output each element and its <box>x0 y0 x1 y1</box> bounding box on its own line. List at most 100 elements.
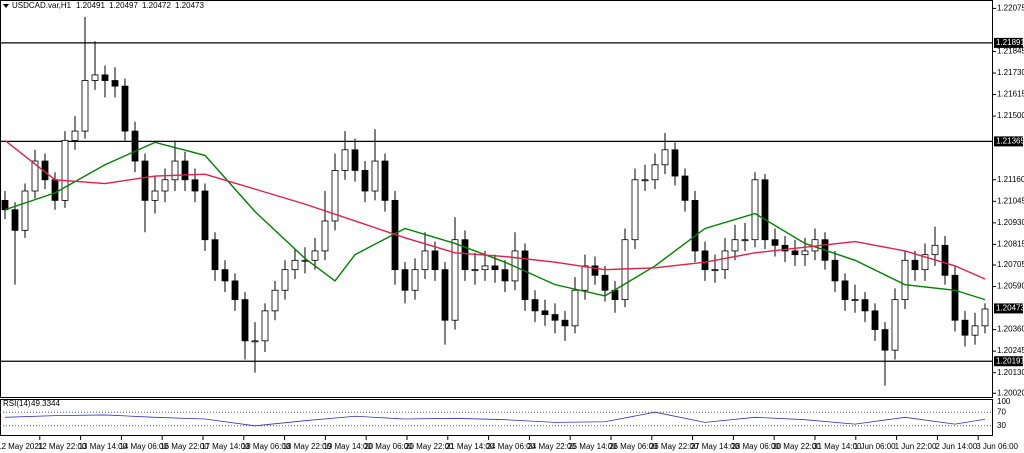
y-tick-label: 1.21845 <box>997 47 1024 56</box>
candle-body <box>941 244 949 276</box>
header-value: 1.20491 <box>76 1 105 10</box>
indicator-tick-label: 70 <box>997 407 1006 416</box>
candle-body <box>241 299 249 342</box>
main-panel <box>0 0 993 398</box>
candle-body <box>161 179 169 192</box>
candle-body <box>801 250 809 256</box>
candle-body <box>381 160 389 201</box>
candle-body <box>591 265 599 276</box>
candle-body <box>931 244 939 256</box>
y-tick-label: 1.20245 <box>997 346 1024 355</box>
level-tag <box>994 356 1023 367</box>
candle-body <box>641 179 649 182</box>
candle-body <box>411 269 419 291</box>
header-value: 1.20472 <box>142 1 171 10</box>
candle-body <box>521 250 529 301</box>
candle-body <box>571 289 579 327</box>
candle-body <box>491 265 499 271</box>
y-tick-label: 1.20930 <box>997 218 1024 227</box>
candle-body <box>501 269 509 282</box>
candle-body <box>741 239 749 242</box>
x-tick-label: 20 May 22:00 <box>405 442 454 451</box>
y-tick-label: 1.20815 <box>997 239 1024 248</box>
candle-body <box>131 130 139 162</box>
level-tag <box>994 37 1023 48</box>
x-tick-label: 19 May 14:00 <box>323 442 372 451</box>
y-tick-label: 1.20130 <box>997 368 1024 377</box>
indicator-title: RSI(14) <box>3 399 31 408</box>
candle-body <box>341 149 349 171</box>
level-label: 1.21365 <box>996 136 1024 145</box>
menu-arrow <box>3 4 9 8</box>
indicator-tick-label: 100 <box>997 397 1011 406</box>
candle-body <box>761 179 769 241</box>
candle-body <box>551 314 559 321</box>
x-tick-label: 18 May 22:00 <box>283 442 332 451</box>
candle-body <box>731 239 739 252</box>
x-tick-label: 26 May 22:00 <box>650 442 699 451</box>
candle-body <box>171 160 179 181</box>
candle-body <box>101 74 109 81</box>
candle-body <box>61 140 69 201</box>
candle-body <box>351 149 359 171</box>
candle-body <box>221 269 229 282</box>
candle-body <box>691 199 699 252</box>
candle-body <box>681 175 689 201</box>
candle-body <box>481 265 489 271</box>
candle-body <box>371 160 379 192</box>
candle-body <box>541 310 549 316</box>
candle-body <box>91 74 99 81</box>
candle-body <box>421 250 429 271</box>
candle-body <box>711 269 719 272</box>
current-price: 1.20473 <box>996 304 1024 313</box>
x-tick-label: 25 May 14:00 <box>568 442 617 451</box>
candle-body <box>971 325 979 336</box>
candle-body <box>471 269 479 272</box>
level-label: 1.21891 <box>996 38 1024 47</box>
x-tick-label: 13 May 14:00 <box>79 442 128 451</box>
candle-body <box>951 274 959 321</box>
candle-body <box>311 250 319 261</box>
candle-body <box>201 190 209 241</box>
candle-body <box>291 259 299 271</box>
x-tick-label: 12 May 2021 <box>0 442 44 451</box>
candle-body <box>861 299 869 312</box>
x-tick-label: 1 Jun 22:00 <box>895 442 937 451</box>
x-tick-label: 12 May 22:00 <box>38 442 87 451</box>
symbol-title: USDCAD.var,H1 <box>12 1 72 10</box>
y-tick-label: 1.22075 <box>997 4 1024 13</box>
y-tick-label: 1.20590 <box>997 282 1024 291</box>
x-tick-label: 16 May 22:00 <box>160 442 209 451</box>
candle-body <box>751 179 759 241</box>
candle-body <box>721 250 729 271</box>
y-tick-label: 1.20705 <box>997 260 1024 269</box>
candle-body <box>601 274 609 291</box>
candle-body <box>461 239 469 271</box>
candle-body <box>581 265 589 291</box>
candle-body <box>891 299 899 351</box>
candle-body <box>271 289 279 312</box>
candle-body <box>141 160 149 201</box>
candle-body <box>911 259 919 271</box>
indicator-value: 49.3344 <box>31 399 60 408</box>
y-tick-label: 1.21045 <box>997 196 1024 205</box>
candle-body <box>791 250 799 256</box>
candle-body <box>21 190 29 231</box>
candle-body <box>851 299 859 302</box>
candle-body <box>441 269 449 321</box>
candle-body <box>191 179 199 192</box>
candle-body <box>781 244 789 252</box>
candle-body <box>901 259 909 301</box>
y-tick-label: 1.21160 <box>997 175 1024 184</box>
candle-body <box>631 179 639 241</box>
y-tick-label: 1.20020 <box>997 388 1024 397</box>
candle-body <box>251 340 259 343</box>
candle-body <box>561 319 569 327</box>
header-value: 1.20473 <box>175 1 204 10</box>
candle-body <box>961 319 969 336</box>
candle-body <box>331 170 339 222</box>
y-tick-label: 1.21730 <box>997 68 1024 77</box>
x-tick-label: 20 May 06:00 <box>364 442 413 451</box>
candle-body <box>281 269 289 291</box>
